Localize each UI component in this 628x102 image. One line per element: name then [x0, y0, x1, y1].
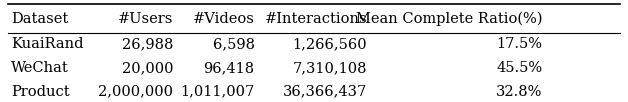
Text: 1,266,560: 1,266,560	[293, 37, 367, 51]
Text: 32.8%: 32.8%	[496, 85, 542, 99]
Text: #Interactions: #Interactions	[264, 12, 367, 26]
Text: 20,000: 20,000	[122, 61, 173, 75]
Text: 17.5%: 17.5%	[496, 37, 542, 51]
Text: 1,011,007: 1,011,007	[180, 85, 254, 99]
Text: 36,366,437: 36,366,437	[283, 85, 367, 99]
Text: 2,000,000: 2,000,000	[99, 85, 173, 99]
Text: Product: Product	[11, 85, 69, 99]
Text: KuaiRand: KuaiRand	[11, 37, 84, 51]
Text: #Videos: #Videos	[193, 12, 254, 26]
Text: 26,988: 26,988	[122, 37, 173, 51]
Text: 6,598: 6,598	[213, 37, 254, 51]
Text: #Users: #Users	[118, 12, 173, 26]
Text: 96,418: 96,418	[203, 61, 254, 75]
Text: WeChat: WeChat	[11, 61, 68, 75]
Text: Mean Complete Ratio(%): Mean Complete Ratio(%)	[355, 12, 542, 26]
Text: 7,310,108: 7,310,108	[293, 61, 367, 75]
Text: 45.5%: 45.5%	[496, 61, 542, 75]
Text: Dataset: Dataset	[11, 12, 68, 26]
